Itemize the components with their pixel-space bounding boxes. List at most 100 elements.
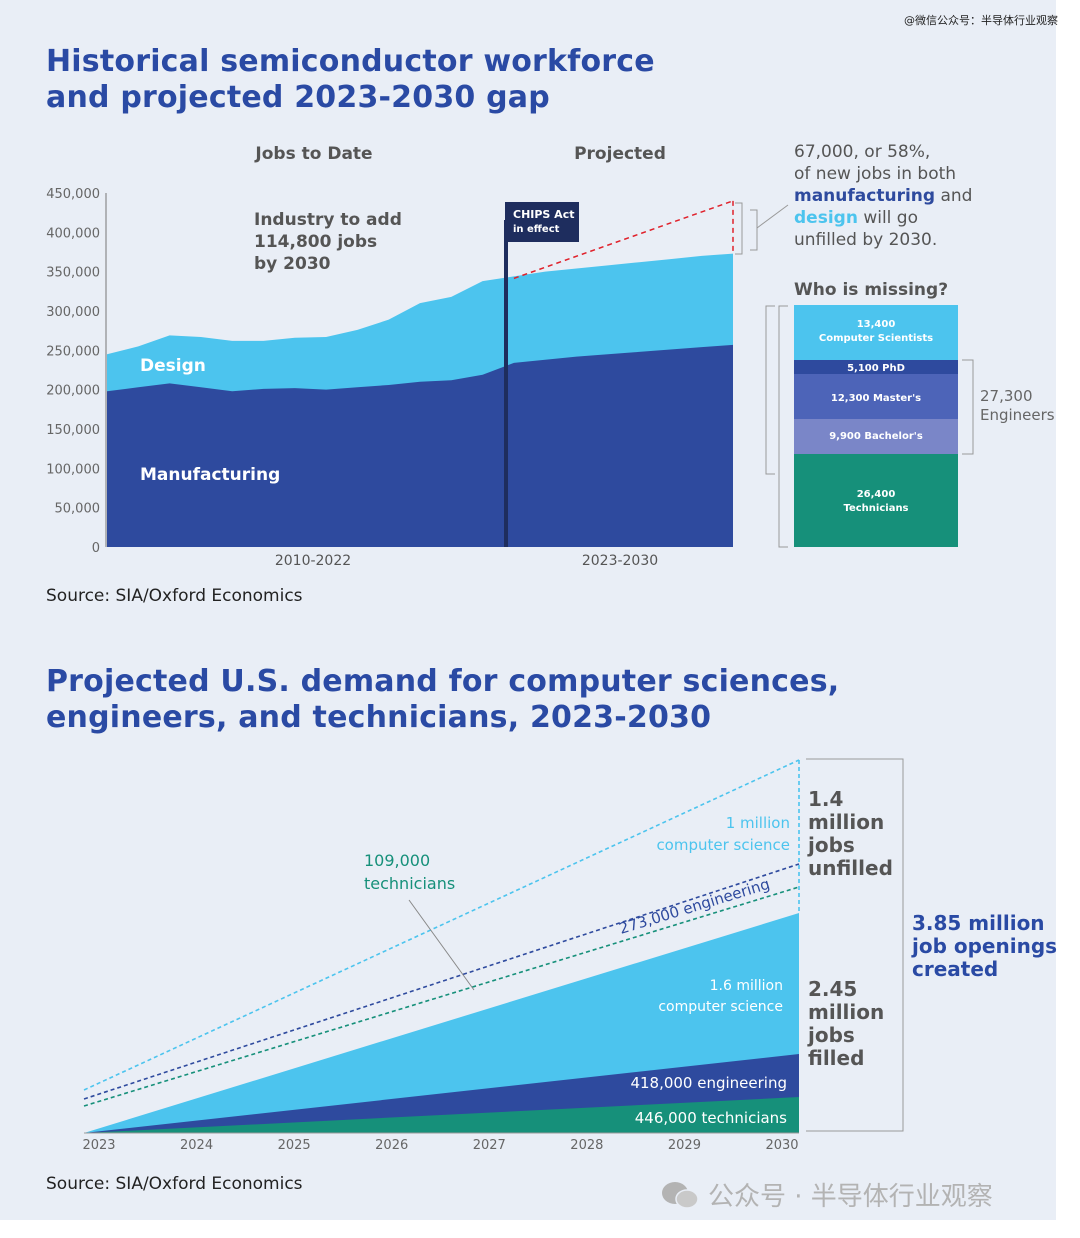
watermark-top: @微信公众号：半导体行业观察 (904, 14, 1058, 27)
chart1-source: Source: SIA/Oxford Economics (46, 586, 303, 606)
chips-act-label-1: CHIPS Act (513, 208, 574, 221)
missing-block-technicians (794, 454, 958, 547)
gap-text-manufacturing: manufacturing (794, 186, 935, 206)
chips-act-box (505, 202, 579, 242)
chart1-title-line1: Historical semiconductor workforce (46, 44, 655, 79)
x-tick-label: 2028 (570, 1138, 603, 1153)
x-tick-label: 2025 (278, 1138, 311, 1153)
wechat-icon (662, 1181, 699, 1209)
unfilled-line2: million (808, 810, 884, 834)
filled-line4: filled (808, 1046, 864, 1070)
technicians-unfilled-line (83, 886, 800, 1107)
x-tick-label: 2026 (375, 1138, 408, 1153)
missing-bachelors-label: 9,900 Bachelor's (829, 431, 923, 442)
projected-gap-line (513, 200, 734, 280)
gap-text-design: design (794, 208, 858, 228)
chart1-svg: Jobs to Date Projected 450,000 400,000 350… (46, 142, 1055, 569)
header-projected: Projected (574, 144, 666, 164)
x-tick-label: 2030 (765, 1138, 798, 1153)
y-tick-label: 100,000 (46, 462, 100, 477)
x-tick-label: 2027 (473, 1138, 506, 1153)
engineers-bracket (962, 359, 974, 455)
chart1-title-line2: and projected 2023-2030 gap (46, 80, 550, 115)
x-axis-ticks: 2023 2024 2025 2026 2027 2028 2029 2030 (82, 1138, 798, 1153)
y-tick-label: 450,000 (46, 187, 100, 202)
gap-text-line2: of new jobs in both (794, 164, 956, 184)
missing-masters-label: 12,300 Master's (831, 393, 921, 404)
xlabel-2023-2030: 2023-2030 (582, 553, 658, 569)
missing-tech-label: Technicians (843, 503, 908, 514)
filled-line3: jobs (807, 1023, 855, 1047)
label-cs-unfilled-2: computer science (656, 836, 790, 854)
gap-bracket-connector (756, 204, 789, 229)
gap-text-line4: design will go (794, 208, 918, 228)
missing-phd-label: 5,100 PhD (847, 363, 905, 374)
label-eng-filled: 418,000 engineering (630, 1074, 787, 1092)
xlabel-2010-2022: 2010-2022 (275, 553, 351, 569)
y-tick-label: 300,000 (46, 305, 100, 320)
x-tick-label: 2023 (82, 1138, 115, 1153)
total-summary: 3.85 million job openings created (911, 911, 1057, 981)
y-tick-label: 250,000 (46, 344, 100, 359)
technicians-filled-area (84, 1097, 799, 1133)
missing-bracket-left-inner (765, 305, 775, 475)
watermark-bottom: 公众号 · 半导体行业观察 (660, 1176, 993, 1213)
label-eng-unfilled: 273,000 engineering (617, 875, 772, 938)
label-cs-filled-1: 1.6 million (710, 978, 783, 994)
chart2-source: Source: SIA/Oxford Economics (46, 1174, 303, 1194)
gap-text-and: and (935, 186, 972, 206)
unfilled-line4: unfilled (808, 856, 893, 880)
chart1-title: Historical semiconductor workforce and p… (46, 44, 655, 116)
y-tick-label: 50,000 (55, 502, 101, 517)
missing-block-masters (794, 374, 958, 419)
missing-block-bachelors (794, 419, 958, 454)
unfilled-summary: 1.4 million jobs unfilled 2.45 million j… (807, 787, 893, 1070)
header-jobs-to-date: Jobs to Date (254, 144, 372, 164)
x-tick-label: 2024 (180, 1138, 213, 1153)
label-tech-unfilled-2: technicians (364, 874, 455, 893)
y-tick-label: 350,000 (46, 266, 100, 281)
label-cs-filled-2: computer science (658, 999, 783, 1015)
filled-line1: 2.45 (808, 977, 857, 1001)
manufacturing-area (107, 344, 733, 547)
missing-cs-value: 13,400 (857, 319, 896, 330)
chart2-title: Projected U.S. demand for computer scien… (46, 664, 839, 736)
who-is-missing: Who is missing? (794, 280, 948, 300)
label-cs-unfilled-1: 1 million (726, 814, 790, 832)
annotation-line2: 114,800 jobs (254, 232, 377, 252)
watermark-bottom-text: 公众号 · 半导体行业观察 (708, 1182, 993, 1212)
design-label: Design (140, 356, 206, 376)
missing-bracket-left-outer (778, 305, 788, 548)
y-tick-label: 0 (92, 541, 100, 556)
unfilled-line1: 1.4 (808, 787, 843, 811)
gap-bracket-outer (750, 209, 758, 251)
engineers-value: 27,300 (980, 387, 1033, 405)
unfilled-line3: jobs (807, 833, 855, 857)
gap-text-line1: 67,000, or 58%, (794, 142, 930, 162)
annotation-line1: Industry to add (254, 210, 402, 230)
chips-act-label-2: in effect (513, 224, 560, 235)
chart2-title-line1: Projected U.S. demand for computer scien… (46, 664, 840, 699)
cs-unfilled-line (83, 759, 800, 1091)
gap-text-will-go: will go (858, 208, 918, 228)
missing-tech-value: 26,400 (857, 489, 896, 500)
missing-block-phd (794, 360, 958, 374)
gap-bracket-inner (735, 202, 743, 255)
y-axis-ticks: 450,000 400,000 350,000 300,000 250,000 200,0… (46, 187, 100, 556)
label-tech-filled: 446,000 technicians (635, 1109, 787, 1127)
total-line1: 3.85 million (912, 911, 1045, 935)
y-tick-label: 200,000 (46, 384, 100, 399)
manufacturing-label: Manufacturing (140, 465, 280, 485)
x-tick-label: 2029 (668, 1138, 701, 1153)
missing-cs-label: Computer Scientists (819, 333, 933, 344)
chart2-title-line2: engineers, and technicians, 2023-2030 (46, 700, 712, 735)
gap-text-line3: manufacturing and (794, 186, 972, 206)
label-tech-unfilled-1: 109,000 (364, 851, 430, 870)
annotation-line3: by 2030 (254, 254, 331, 274)
y-tick-label: 150,000 (46, 423, 100, 438)
engineers-label: Engineers (980, 406, 1055, 424)
summary-bracket (806, 758, 904, 1132)
total-line2: job openings (911, 934, 1057, 958)
missing-block-computer-scientists (794, 305, 958, 360)
